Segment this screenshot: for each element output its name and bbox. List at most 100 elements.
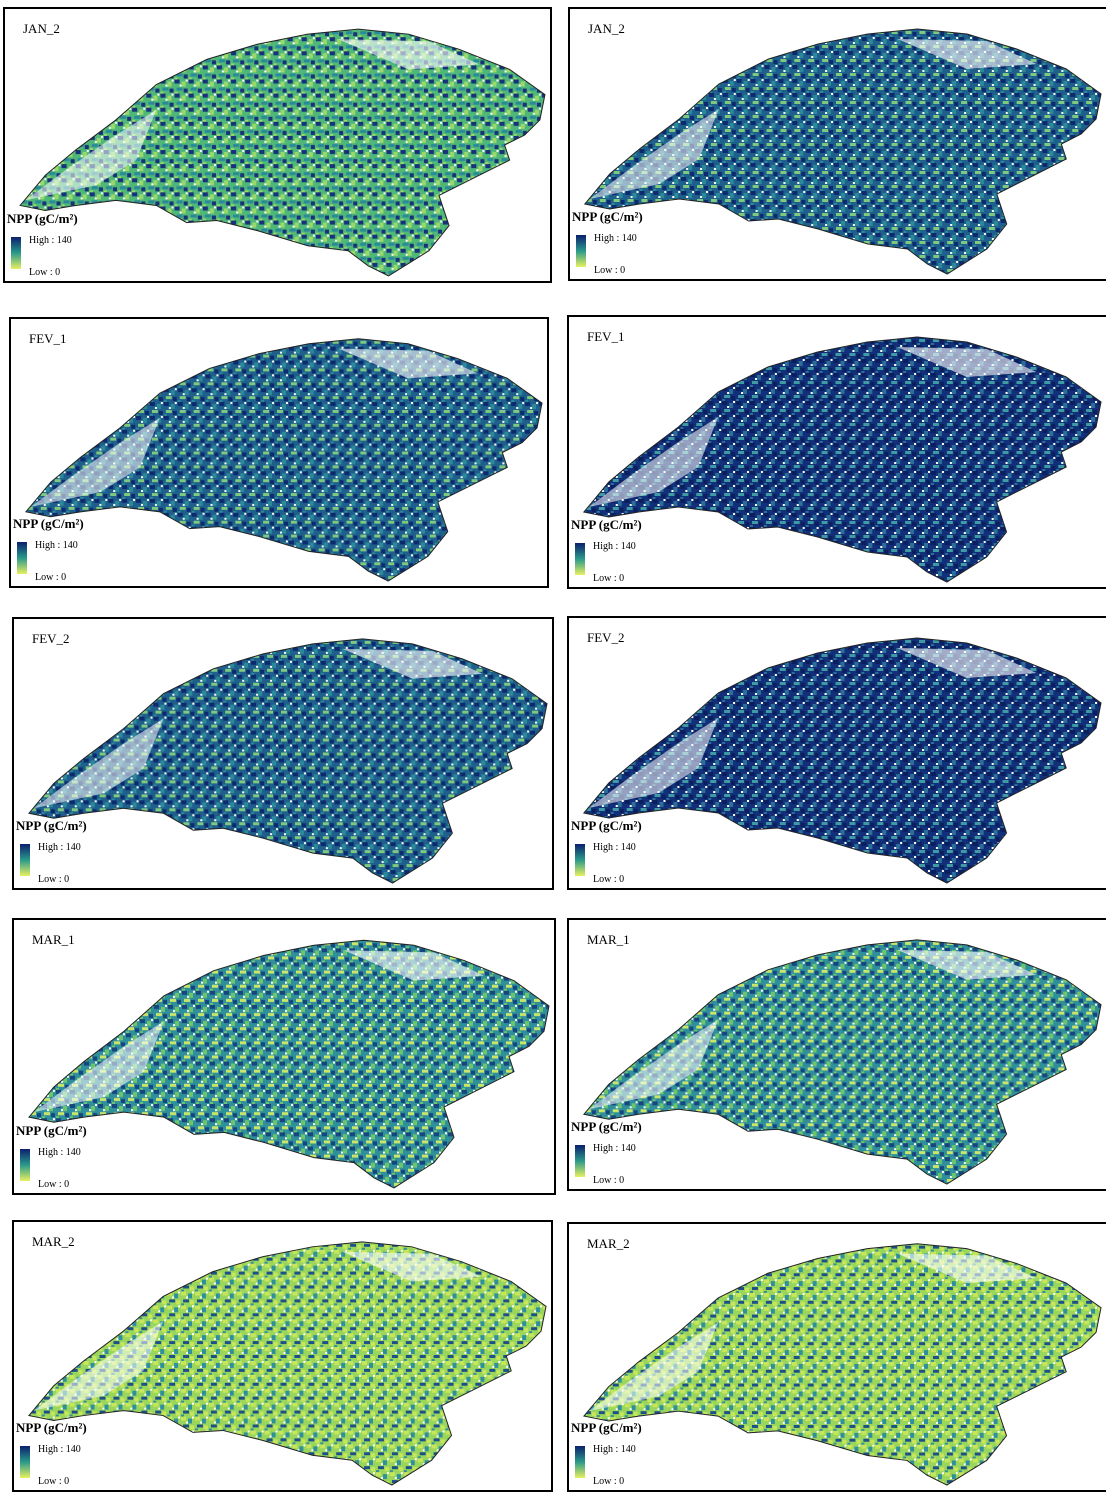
legend-high: High : 140	[593, 1444, 636, 1455]
map-region	[582, 939, 1102, 1185]
legend-low: Low : 0	[38, 874, 69, 885]
legend-ramp	[575, 1145, 585, 1177]
map-gap	[897, 39, 1037, 69]
legend-high: High : 140	[593, 1143, 636, 1154]
map-gap	[30, 417, 160, 507]
map-group	[583, 28, 1102, 275]
map-svg: MAR_1 NPP (gC/m²) High : 140 Low : 0	[16, 932, 550, 1190]
map-gap	[342, 648, 483, 679]
legend-title: NPP (gC/m²)	[16, 818, 87, 833]
map-region	[582, 336, 1102, 583]
panel-title: JAN_2	[588, 21, 625, 36]
map-gap	[25, 109, 157, 201]
map-gap	[338, 39, 480, 70]
map-region	[24, 338, 543, 582]
map-panel: MAR_1 NPP (gC/m²) High : 140 Low : 0	[12, 918, 556, 1195]
legend-ramp	[575, 543, 585, 575]
map-region	[28, 638, 548, 884]
map-region	[27, 1241, 547, 1486]
legend-high: High : 140	[38, 842, 81, 853]
map-region	[582, 637, 1102, 884]
legend-title: NPP (gC/m²)	[16, 1420, 87, 1435]
legend-ramp	[20, 844, 30, 876]
legend-high: High : 140	[35, 540, 78, 551]
legend-low: Low : 0	[593, 1476, 624, 1487]
panel-title: FEV_1	[587, 329, 625, 344]
panel-title: MAR_2	[587, 1236, 630, 1251]
panel-title: FEV_2	[32, 631, 70, 646]
map-gap	[588, 1322, 719, 1412]
legend-ramp	[575, 844, 585, 876]
legend-ramp	[11, 237, 21, 269]
legend-low: Low : 0	[594, 265, 625, 276]
map-gap	[342, 1251, 482, 1282]
legend-ramp	[20, 1149, 30, 1181]
map-svg: FEV_2 NPP (gC/m²) High : 140 Low : 0	[16, 631, 548, 885]
map-svg: MAR_2 NPP (gC/m²) High : 140 Low : 0	[16, 1234, 547, 1487]
map-panel: FEV_1 NPP (gC/m²) High : 140 Low : 0	[9, 317, 549, 588]
legend-title: NPP (gC/m²)	[571, 818, 642, 833]
map-group	[27, 1241, 547, 1486]
map-gap	[588, 417, 719, 507]
legend-low: Low : 0	[593, 1175, 624, 1186]
legend-title: NPP (gC/m²)	[7, 211, 78, 226]
legend-high: High : 140	[593, 541, 636, 552]
map-region	[582, 1243, 1102, 1486]
legend-low: Low : 0	[38, 1179, 69, 1190]
legend-ramp	[576, 235, 586, 267]
map-region	[28, 939, 550, 1189]
map-svg: FEV_1 NPP (gC/m²) High : 140 Low : 0	[571, 329, 1102, 584]
map-panel: MAR_2 NPP (gC/m²) High : 140 Low : 0	[567, 1222, 1106, 1492]
map-group	[24, 338, 543, 582]
legend-high: High : 140	[38, 1147, 81, 1158]
map-gap	[589, 109, 719, 199]
legend-title: NPP (gC/m²)	[571, 517, 642, 532]
legend-title: NPP (gC/m²)	[13, 516, 84, 531]
map-group	[582, 336, 1102, 583]
legend-ramp	[20, 1446, 30, 1478]
legend-low: Low : 0	[38, 1476, 69, 1487]
map-group	[582, 637, 1102, 884]
legend-high: High : 140	[593, 842, 636, 853]
map-group	[582, 939, 1102, 1185]
map-svg: MAR_1 NPP (gC/m²) High : 140 Low : 0	[571, 932, 1102, 1186]
map-panel: JAN_2 NPP (gC/m²) High : 140 Low : 0	[568, 7, 1106, 281]
map-gap	[33, 718, 164, 809]
legend-low: Low : 0	[35, 572, 66, 583]
panel-title: MAR_2	[32, 1234, 75, 1249]
map-gap	[588, 1019, 719, 1110]
map-gap	[897, 1253, 1037, 1284]
map-group	[28, 939, 550, 1189]
map-gap	[588, 718, 719, 808]
legend-low: Low : 0	[593, 874, 624, 885]
panel-title: JAN_2	[23, 21, 60, 36]
legend-low: Low : 0	[593, 573, 624, 584]
map-panel: MAR_2 NPP (gC/m²) High : 140 Low : 0	[12, 1220, 553, 1492]
legend-title: NPP (gC/m²)	[571, 1420, 642, 1435]
panel-title: MAR_1	[32, 932, 75, 947]
panel-title: FEV_1	[29, 331, 67, 346]
map-panel: FEV_2 NPP (gC/m²) High : 140 Low : 0	[12, 617, 554, 890]
legend-high: High : 140	[38, 1444, 81, 1455]
panel-title: MAR_1	[587, 932, 630, 947]
legend-ramp	[17, 542, 27, 574]
legend-title: NPP (gC/m²)	[571, 1119, 642, 1134]
map-panel: FEV_2 NPP (gC/m²) High : 140 Low : 0	[567, 616, 1106, 890]
map-region	[583, 28, 1102, 275]
map-gap	[897, 949, 1037, 980]
map-group	[28, 638, 548, 884]
map-gap	[338, 348, 478, 379]
map-group	[582, 1243, 1102, 1486]
panel-title: FEV_2	[587, 630, 625, 645]
map-gap	[897, 648, 1037, 678]
legend-low: Low : 0	[29, 267, 60, 278]
map-group	[19, 28, 546, 277]
legend-ramp	[575, 1446, 585, 1478]
map-svg: FEV_1 NPP (gC/m²) High : 140 Low : 0	[13, 331, 543, 583]
legend-title: NPP (gC/m²)	[572, 209, 643, 224]
legend-high: High : 140	[29, 235, 72, 246]
legend-title: NPP (gC/m²)	[16, 1123, 87, 1138]
map-panel: FEV_1 NPP (gC/m²) High : 140 Low : 0	[567, 315, 1106, 589]
map-svg: FEV_2 NPP (gC/m²) High : 140 Low : 0	[571, 630, 1102, 885]
